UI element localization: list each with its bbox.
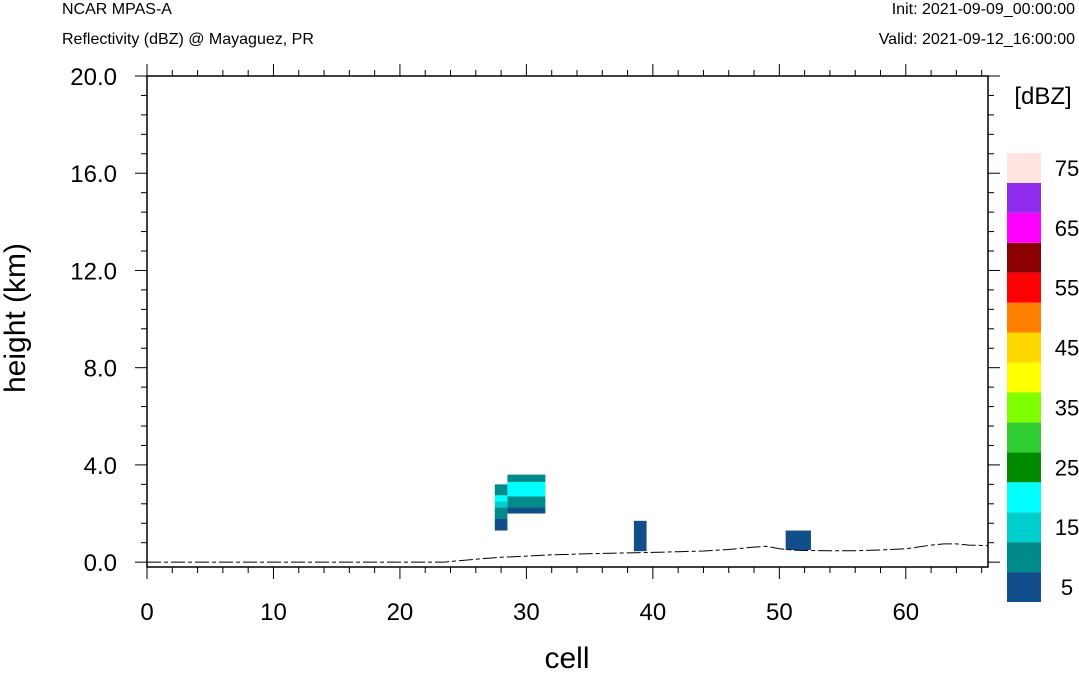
colorbar-swatch bbox=[1007, 242, 1041, 273]
figure-subtitle: Reflectivity (dBZ) @ Mayaguez, PR bbox=[62, 31, 314, 48]
colorbar-swatch bbox=[1007, 302, 1041, 333]
colorbar-swatch bbox=[1007, 482, 1041, 513]
colorbar-swatch bbox=[1007, 362, 1041, 393]
valid-time: Valid: 2021-09-12_16:00:00 bbox=[878, 31, 1075, 48]
colorbar-swatch bbox=[1007, 182, 1041, 213]
reflectivity-cell bbox=[785, 530, 811, 550]
reflectivity-cell bbox=[494, 501, 508, 508]
colorbar-tick-label: 65 bbox=[1055, 216, 1079, 241]
colorbar-swatch bbox=[1007, 392, 1041, 423]
y-tick-label: 4.0 bbox=[84, 453, 117, 480]
colorbar-swatch bbox=[1007, 332, 1041, 363]
colorbar-swatch bbox=[1007, 212, 1041, 243]
colorbar-tick-label: 15 bbox=[1055, 515, 1079, 540]
reflectivity-cell bbox=[494, 484, 508, 496]
colorbar-tick-label: 55 bbox=[1055, 276, 1079, 301]
reflectivity-cell bbox=[507, 496, 546, 508]
plot-area bbox=[147, 76, 988, 567]
colorbar-swatch bbox=[1007, 272, 1041, 303]
y-tick-label: 20.0 bbox=[70, 64, 117, 91]
y-tick-label: 0.0 bbox=[84, 550, 117, 577]
plot-background bbox=[147, 76, 988, 567]
colorbar: 5 15 25 35 45 55 65 75 bbox=[1007, 153, 1079, 602]
x-tick-label: 20 bbox=[387, 599, 414, 626]
x-tick-label: 10 bbox=[260, 599, 287, 626]
colorbar-swatch bbox=[1007, 542, 1041, 573]
init-time: Init: 2021-09-09_00:00:00 bbox=[891, 1, 1075, 18]
terrain-line bbox=[147, 543, 989, 563]
colorbar-title: [dBZ] bbox=[1014, 83, 1071, 110]
x-tick-label: 0 bbox=[140, 599, 153, 626]
y-tick-label: 12.0 bbox=[70, 258, 117, 285]
figure-title: NCAR MPAS-A bbox=[62, 1, 172, 18]
colorbar-tick-label: 25 bbox=[1055, 455, 1079, 480]
plot-frame bbox=[146, 75, 989, 568]
colorbar-tick-label: 45 bbox=[1055, 336, 1079, 361]
colorbar-tick-label: 5 bbox=[1061, 575, 1073, 600]
x-tick-label: 40 bbox=[640, 599, 667, 626]
colorbar-swatch bbox=[1007, 572, 1041, 602]
reflectivity-cell bbox=[494, 507, 508, 519]
plot-axes bbox=[146, 75, 989, 568]
y-tick-label: 16.0 bbox=[70, 161, 117, 188]
colorbar-swatch bbox=[1007, 512, 1041, 543]
reflectivity-cell bbox=[633, 520, 647, 552]
x-tick-label: 50 bbox=[766, 599, 793, 626]
axis-ticks bbox=[135, 64, 1000, 579]
colorbar-tick-label: 75 bbox=[1055, 156, 1079, 181]
reflectivity-cells bbox=[494, 474, 811, 552]
reflectivity-cell bbox=[494, 495, 508, 502]
x-axis-label: cell bbox=[544, 642, 589, 675]
reflectivity-cell bbox=[507, 481, 546, 497]
terrain-polyline bbox=[147, 543, 989, 563]
colorbar-swatch bbox=[1007, 452, 1041, 483]
reflectivity-cell bbox=[494, 518, 508, 531]
axis-tick-labels: 0 10 20 30 40 50 60 0.0 4.0 8.0 12.0 16.0 20.0 bbox=[70, 64, 919, 626]
reflectivity-cell bbox=[507, 507, 546, 514]
colorbar-swatch bbox=[1007, 153, 1041, 183]
colorbar-tick-label: 35 bbox=[1055, 395, 1079, 420]
x-tick-label: 30 bbox=[513, 599, 540, 626]
colorbar-swatch bbox=[1007, 422, 1041, 453]
x-tick-label: 60 bbox=[892, 599, 919, 626]
y-axis-label: height (km) bbox=[0, 243, 32, 393]
y-tick-label: 8.0 bbox=[84, 356, 117, 383]
reflectivity-cell bbox=[507, 474, 546, 482]
